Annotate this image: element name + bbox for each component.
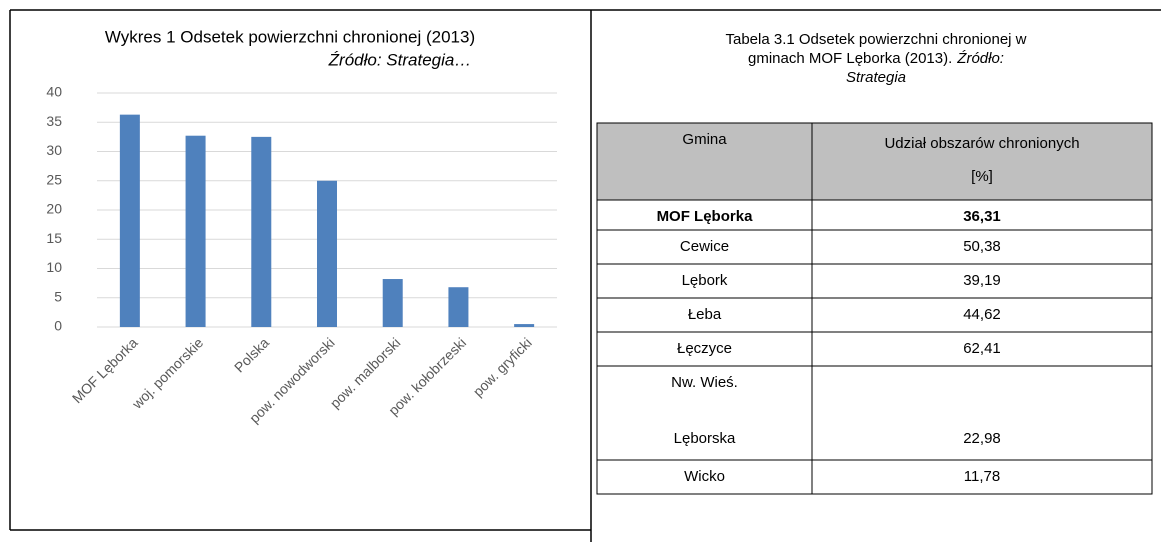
bar <box>514 324 535 327</box>
value-cell: 36,31 <box>963 208 1001 225</box>
value-cell: 11,78 <box>964 468 1000 485</box>
header-cell: Gmina <box>682 131 727 148</box>
y-tick-label: 10 <box>46 259 62 275</box>
chart-subtitle: Źródło: Strategia… <box>328 50 472 69</box>
header-cell: Udział obszarów chronionych <box>884 135 1079 152</box>
value-cell: 50,38 <box>963 238 1001 255</box>
gmina-cell: MOF Lęborka <box>657 208 754 225</box>
bar <box>185 135 206 327</box>
gmina-cell: Wicko <box>684 468 725 485</box>
x-tick-label: Polska <box>231 334 272 375</box>
y-tick-label: 25 <box>46 171 62 187</box>
value-cell: 22,98 <box>963 430 1001 447</box>
table-source: Strategia <box>846 69 906 86</box>
x-tick-label: pow. gryficki <box>470 334 535 399</box>
y-tick-label: 20 <box>46 201 62 217</box>
table-caption: Tabela 3.1 Odsetek powierzchni chronione… <box>725 31 1026 48</box>
table-row <box>596 459 1153 495</box>
gmina-cell: Cewice <box>680 238 729 255</box>
y-tick-label: 30 <box>46 142 62 158</box>
value-cell: 62,41 <box>963 340 1001 357</box>
table-source: Źródło: <box>956 50 1004 67</box>
y-tick-label: 15 <box>46 230 62 246</box>
header-cell: [%] <box>971 168 993 185</box>
gmina-cell: Lęborska <box>674 430 736 447</box>
table-row <box>596 297 1153 333</box>
table-caption: gminach MOF Lęborka (2013). <box>748 50 952 67</box>
bar <box>382 279 403 327</box>
header-bg <box>597 123 1152 200</box>
x-tick-label: MOF Lęborka <box>69 334 141 406</box>
y-tick-label: 35 <box>46 113 62 129</box>
bar <box>251 136 272 327</box>
table-caption: gminach MOF Lęborka (2013). Źródło: <box>748 50 1004 67</box>
gmina-cell: Nw. Wieś. <box>671 374 738 391</box>
chart-title: Wykres 1 Odsetek powierzchni chronionej … <box>105 27 475 46</box>
bar <box>119 114 140 328</box>
value-cell: 39,19 <box>963 272 1001 289</box>
y-tick-label: 0 <box>54 318 62 334</box>
bar <box>317 180 337 327</box>
table-row <box>596 263 1153 299</box>
gmina-cell: Łęczyce <box>677 340 732 357</box>
gmina-cell: Łeba <box>688 306 722 323</box>
y-tick-label: 5 <box>54 288 62 304</box>
bar <box>448 287 469 327</box>
y-tick-label: 40 <box>46 84 62 100</box>
gmina-cell: Lębork <box>682 272 728 289</box>
value-cell: 44,62 <box>963 306 1001 323</box>
